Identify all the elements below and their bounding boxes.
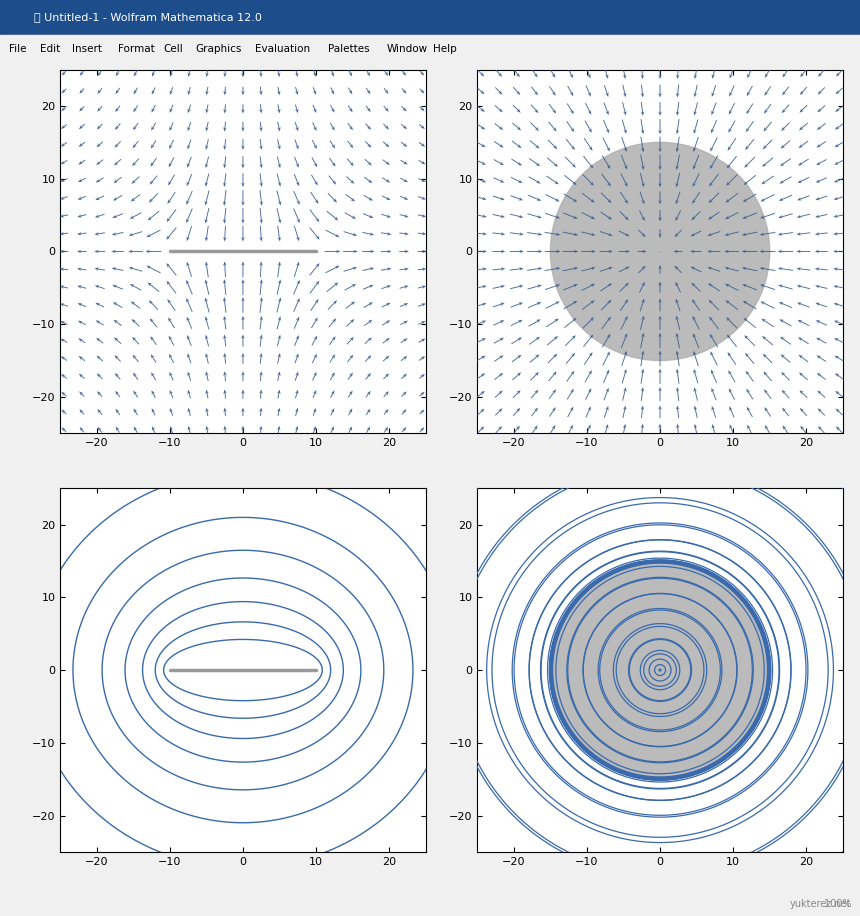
Text: Help: Help <box>433 44 457 53</box>
Text: File: File <box>9 44 26 53</box>
Text: 🔴 Untitled-1 - Wolfram Mathematica 12.0: 🔴 Untitled-1 - Wolfram Mathematica 12.0 <box>34 13 262 22</box>
Text: yukterez.net: yukterez.net <box>790 899 851 909</box>
Text: 100%: 100% <box>774 899 851 909</box>
Text: Graphics: Graphics <box>195 44 242 53</box>
Text: Insert: Insert <box>72 44 102 53</box>
Text: Palettes: Palettes <box>328 44 369 53</box>
Text: Evaluation: Evaluation <box>255 44 310 53</box>
Text: Format: Format <box>118 44 155 53</box>
Text: Edit: Edit <box>40 44 61 53</box>
Text: Window: Window <box>387 44 428 53</box>
Circle shape <box>550 142 770 361</box>
Text: Cell: Cell <box>163 44 183 53</box>
Circle shape <box>550 561 770 780</box>
